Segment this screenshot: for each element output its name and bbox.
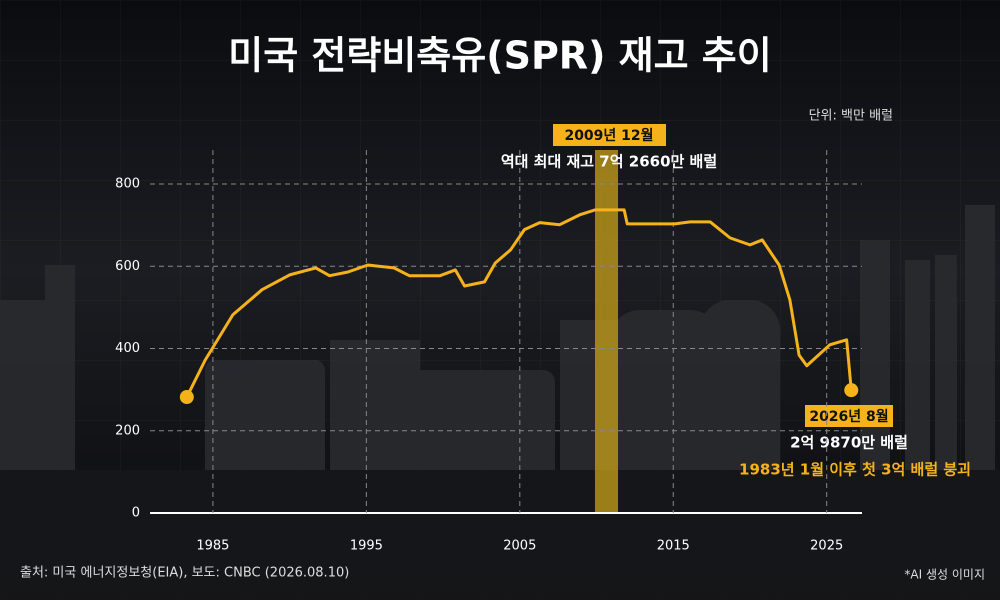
x-tick-label: 1995 [350,539,383,554]
x-tick-label: 2005 [503,539,536,554]
x-tick-label: 2015 [657,539,690,554]
y-tick-label: 400 [115,341,140,356]
unit-label: 단위: 백만 배럴 [809,109,893,124]
x-tick-label: 2025 [810,539,843,554]
x-tick-label: 1985 [196,539,229,554]
peak-date: 2009년 12월 [564,127,653,144]
peak-text: 역대 최대 재고 7억 2660만 배럴 [501,153,717,171]
chart-title: 미국 전략비축유(SPR) 재고 추이 [228,34,771,78]
peak-date-box [553,124,666,146]
source: 출처: 미국 에너지정보청(EIA), 보도: CNBC (2026.08.10… [20,566,349,581]
refinery-silhouette [0,205,1000,600]
y-tick-label: 200 [115,423,140,438]
y-tick-label: 600 [115,259,140,274]
latest-date: 2026년 8월 [809,408,888,425]
highlight-band [595,150,619,513]
y-tick-label: 0 [132,506,140,521]
line [185,208,853,398]
image-note: *AI 생성 이미지 [904,568,985,582]
latest-text: 2억 9870만 배럴 [790,434,908,452]
end-point [179,390,194,405]
latest-note: 1983년 1월 이후 첫 3억 배럴 붕괴 [739,461,971,479]
y-tick-label: 800 [115,177,140,192]
end-point [844,383,859,398]
